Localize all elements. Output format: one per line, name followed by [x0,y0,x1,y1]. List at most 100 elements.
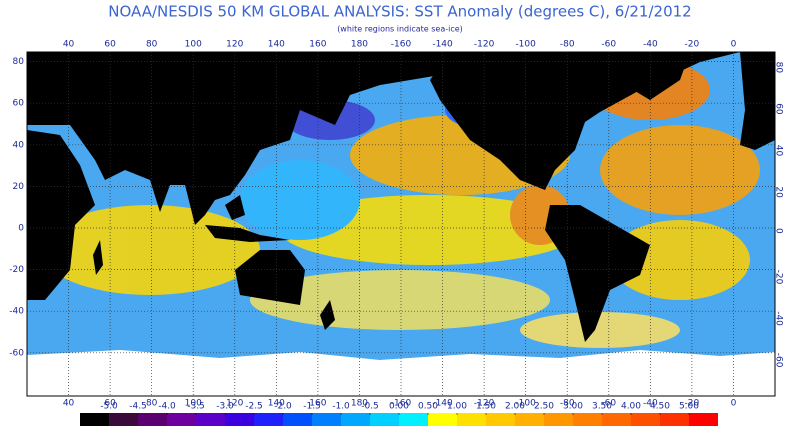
colorbar-label: -2.0 [274,402,292,412]
colorbar-swatch [341,413,370,426]
colorbar-swatch [370,413,399,426]
lon-label-bottom: 100 [185,399,202,409]
lat-label-left: 80 [13,57,25,67]
lon-label-top: -80 [560,40,575,50]
lon-label-bottom: 180 [351,399,368,409]
colorbar-swatch [457,413,486,426]
lon-label-bottom: -120 [474,399,495,409]
lon-label-bottom: 60 [104,399,116,409]
colorbar-label: 1.00 [447,402,467,412]
subtitle: (white regions indicate sea-ice) [337,25,463,34]
lon-label-top: -120 [474,40,495,50]
lon-label-bottom: 40 [63,399,75,409]
colorbar-swatch [80,413,109,426]
lat-label-left: -20 [9,265,24,275]
lon-label-top: -140 [432,40,453,50]
colorbar-swatch [196,413,225,426]
lon-label-top: -160 [391,40,412,50]
lon-label-bottom: -20 [685,399,700,409]
colorbar-swatch [254,413,283,426]
lon-label-bottom: -140 [432,399,453,409]
lon-label-bottom: -160 [391,399,412,409]
lat-label-right: -20 [774,270,784,285]
colorbar-label: -3.0 [216,402,234,412]
colorbar-label: 0.00 [389,402,409,412]
colorbar-swatch [312,413,341,426]
lon-label-top: 40 [63,40,75,50]
lat-label-right: 20 [774,186,784,198]
colorbar-swatch [631,413,660,426]
lon-label-top: 60 [104,40,116,50]
lon-label-bottom: -100 [515,399,536,409]
colorbar-label: 2.50 [534,402,554,412]
colorbar-label: -4.5 [129,402,147,412]
colorbar-label: 2.00 [505,402,525,412]
colorbar-swatch [283,413,312,426]
colorbar-label: 0.50 [418,402,438,412]
lon-label-top: 0 [731,40,737,50]
colorbar-label: 3.50 [592,402,612,412]
colorbar-label: -1.0 [332,402,350,412]
axis-labels: 40 40 60 60 80 80 100 100 120 120 140 140 160 160 180 1… [9,40,783,409]
lat-label-left: 20 [13,182,25,192]
colorbar-label: -2.5 [245,402,263,412]
lat-label-left: 0 [18,224,24,234]
map-frame [26,51,776,397]
colorbar-swatch [109,413,138,426]
colorbar-label: 3.00 [563,402,583,412]
lon-label-bottom: 120 [226,399,243,409]
lon-label-top: 180 [351,40,368,50]
colorbar-label: -1.5 [303,402,321,412]
lon-label-bottom: 160 [309,399,326,409]
lon-label-bottom: -40 [643,399,658,409]
lon-label-bottom: 0 [731,399,737,409]
lon-label-bottom: 80 [146,399,158,409]
colorbar-label: -3.5 [187,402,205,412]
colorbar-label: -5.0 [100,402,118,412]
graticule [27,52,775,396]
lat-label-right: 40 [774,145,784,157]
lon-label-top: -100 [515,40,536,50]
lat-label-left: -40 [9,307,24,317]
colorbar-swatch [544,413,573,426]
colorbar-label: 5.00 [679,402,699,412]
lon-label-top: -20 [685,40,700,50]
lat-label-left: 60 [13,99,25,109]
lat-label-right: -60 [774,353,784,368]
colorbar-label: 4.50 [650,402,670,412]
land [27,52,775,342]
colorbar-swatch [689,413,718,426]
anomaly-fields [40,60,760,348]
lat-label-left: -60 [9,348,24,358]
lon-label-top: 120 [226,40,243,50]
map [27,52,775,396]
lat-label-left: 40 [13,140,25,150]
lon-label-top: -60 [601,40,616,50]
lat-label-right: 60 [774,103,784,115]
lat-label-right: -40 [774,311,784,326]
colorbar-swatch [167,413,196,426]
lon-label-bottom: -60 [601,399,616,409]
colorbar-swatch [515,413,544,426]
lon-label-bottom: 140 [268,399,285,409]
lon-label-top: 100 [185,40,202,50]
colorbar-label: 4.00 [621,402,641,412]
colorbar-swatch [428,413,457,426]
colorbar-swatch [602,413,631,426]
colorbar-swatch [573,413,602,426]
colorbar-swatch [399,413,428,426]
colorbar-swatch [138,413,167,426]
colorbar-swatch [486,413,515,426]
colorbar-label: -4.0 [158,402,176,412]
lon-label-top: 140 [268,40,285,50]
lat-label-right: 80 [774,62,784,74]
colorbar-label: -0.5 [361,402,379,412]
colorbar-swatch [660,413,689,426]
lon-label-top: 160 [309,40,326,50]
lat-label-right: 0 [774,228,784,234]
lon-label-top: 80 [146,40,158,50]
lon-label-bottom: -80 [560,399,575,409]
colorbar-swatch [225,413,254,426]
colorbar-label: 1.50 [476,402,496,412]
